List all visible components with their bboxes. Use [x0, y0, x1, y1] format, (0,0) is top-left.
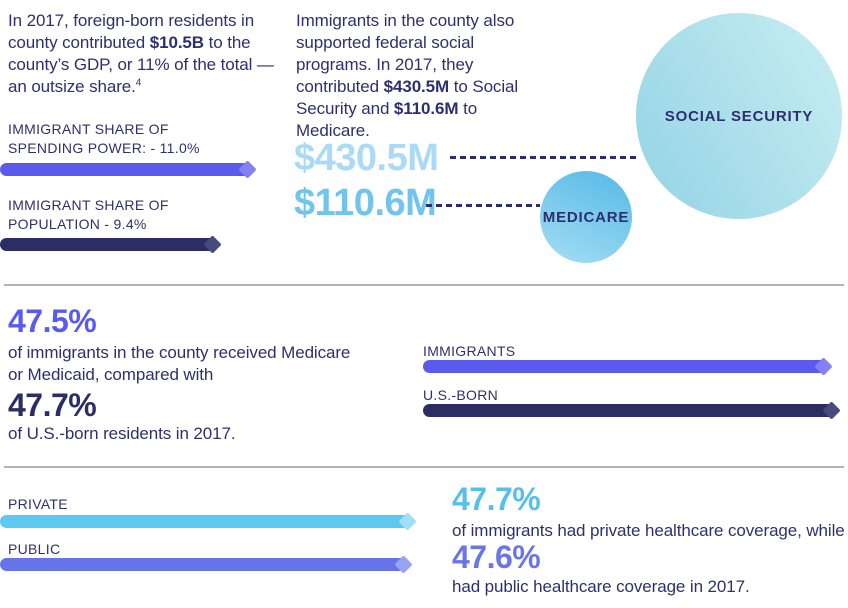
- gdp-text-post: to the county’s GDP, or 11% of the total…: [8, 33, 274, 96]
- population-label: IMMIGRANT SHARE OF POPULATION - 9.4%: [8, 196, 169, 234]
- social-security-connector-line: [450, 156, 638, 159]
- immigrants-bar-label: IMMIGRANTS: [423, 343, 516, 359]
- federal-text-mid: to Social Security and: [296, 77, 519, 118]
- arrow-tip-icon: [814, 357, 833, 376]
- usborn-bar: [423, 401, 841, 420]
- medicare-bubble: MEDICARE: [540, 171, 632, 263]
- federal-amount-medicare: $110.6M: [393, 99, 459, 118]
- medicare-connector-line: [426, 204, 540, 207]
- private-bar-label: PRIVATE: [8, 496, 68, 512]
- spending-power-bar: [0, 160, 257, 179]
- private-coverage-desc: of immigrants had private healthcare cov…: [452, 521, 845, 540]
- spending-power-label: IMMIGRANT SHARE OF SPENDING POWER: - 11.…: [8, 120, 200, 158]
- gdp-paragraph: In 2017, foreign-born residents in count…: [8, 10, 284, 98]
- federal-text-pre: Immigrants in the county also supported …: [296, 11, 515, 96]
- social-security-bubble-label: SOCIAL SECURITY: [664, 107, 814, 125]
- arrow-tip-icon: [398, 512, 417, 531]
- medicare-value: $110.6M: [294, 182, 437, 224]
- usborn-medicaid-desc: of U.S.-born residents in 2017.: [8, 424, 236, 443]
- federal-amount-social-security: $430.5M: [383, 77, 450, 96]
- section-divider: [4, 466, 844, 468]
- arrow-tip-icon: [822, 401, 841, 420]
- private-coverage-stat: 47.7%: [452, 481, 541, 517]
- spending-power-label-line2: SPENDING POWER: - 11.0%: [8, 140, 200, 156]
- footnote-marker: 4: [135, 77, 142, 89]
- social-security-bubble: SOCIAL SECURITY: [636, 13, 842, 219]
- immigrants-medicaid-desc: of immigrants in the county received Med…: [8, 343, 351, 384]
- usborn-bar-label: U.S.-BORN: [423, 387, 499, 403]
- public-coverage-desc: had public healthcare coverage in 2017.: [452, 577, 750, 596]
- arrow-tip-icon: [238, 160, 257, 179]
- usborn-medicaid-stat: 47.7%: [8, 387, 97, 423]
- gdp-text-pre: In 2017, foreign-born residents in count…: [8, 11, 255, 52]
- medicare-bubble-label: MEDICARE: [542, 208, 630, 226]
- gdp-amount: $10.5B: [149, 33, 204, 52]
- public-coverage-bar: [0, 555, 413, 574]
- public-coverage-stat: 47.6%: [452, 539, 541, 575]
- population-bar: [0, 235, 222, 254]
- federal-text-post: to Medicare.: [296, 99, 478, 140]
- immigrants-bar: [423, 357, 833, 376]
- immigrants-medicaid-stat: 47.5%: [8, 303, 97, 339]
- public-bar-label: PUBLIC: [8, 541, 61, 557]
- social-security-value: $430.5M: [294, 137, 439, 179]
- federal-paragraph: Immigrants in the county also supported …: [296, 10, 554, 142]
- population-label-line1: IMMIGRANT SHARE OF: [8, 197, 169, 213]
- population-label-line2: POPULATION - 9.4%: [8, 216, 147, 232]
- arrow-tip-icon: [203, 235, 222, 254]
- spending-power-label-line1: IMMIGRANT SHARE OF: [8, 121, 169, 137]
- section-divider: [4, 284, 844, 286]
- arrow-tip-icon: [394, 555, 413, 574]
- private-coverage-bar: [0, 512, 417, 531]
